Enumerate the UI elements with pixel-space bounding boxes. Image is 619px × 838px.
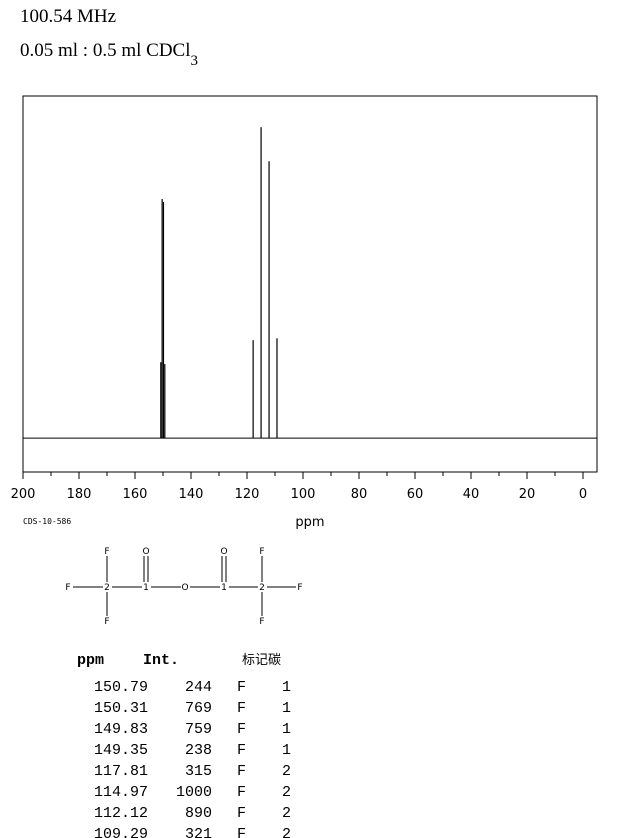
atom-label: 1 bbox=[143, 583, 149, 593]
table-element: F bbox=[237, 679, 246, 696]
table-carbon: 2 bbox=[282, 826, 291, 838]
table-element: F bbox=[237, 763, 246, 780]
x-tick-label: 0 bbox=[579, 487, 587, 502]
atom-label: O bbox=[142, 547, 149, 557]
atom-label: F bbox=[259, 617, 264, 627]
x-tick-label: 160 bbox=[123, 487, 148, 502]
x-tick-label: 40 bbox=[463, 487, 480, 502]
table-ppm: 149.35 bbox=[94, 742, 148, 759]
table-element: F bbox=[237, 805, 246, 822]
table-ppm: 150.31 bbox=[94, 700, 148, 717]
table-carbon: 1 bbox=[282, 679, 291, 696]
atom-label: F bbox=[259, 547, 264, 557]
table-header: ppm bbox=[77, 652, 104, 669]
atom-label: O bbox=[181, 583, 188, 593]
table-intensity: 244 bbox=[185, 679, 212, 696]
x-axis-label: ppm bbox=[295, 515, 324, 530]
table-carbon: 2 bbox=[282, 763, 291, 780]
structure-bonds bbox=[73, 556, 296, 616]
atom-label: 2 bbox=[104, 583, 110, 593]
code: CDS-10-586 bbox=[23, 517, 71, 526]
table-element: F bbox=[237, 721, 246, 738]
atom-label: F bbox=[104, 617, 109, 627]
table-carbon: 1 bbox=[282, 721, 291, 738]
x-tick-label: 180 bbox=[67, 487, 92, 502]
table-intensity: 315 bbox=[185, 763, 212, 780]
table-element: F bbox=[237, 826, 246, 838]
table-element: F bbox=[237, 742, 246, 759]
atom-label: 1 bbox=[221, 583, 227, 593]
table-ppm: 109.29 bbox=[94, 826, 148, 838]
table-carbon: 2 bbox=[282, 805, 291, 822]
x-tick-label: 140 bbox=[179, 487, 204, 502]
atom-label: 2 bbox=[259, 583, 265, 593]
solvent: 0.05 ml : 0.5 ml CDCl3 bbox=[20, 40, 198, 69]
table-intensity: 890 bbox=[185, 805, 212, 822]
frequency: 100.54 MHz bbox=[20, 6, 116, 27]
x-tick-label: 80 bbox=[351, 487, 368, 502]
plot-frame bbox=[22, 95, 598, 473]
table-intensity: 1000 bbox=[176, 784, 212, 801]
x-tick-label: 60 bbox=[407, 487, 424, 502]
table-intensity: 769 bbox=[185, 700, 212, 717]
table-ppm: 114.97 bbox=[94, 784, 148, 801]
x-tick-label: 100 bbox=[291, 487, 316, 502]
table-header: 标记碳 bbox=[242, 653, 281, 668]
atom-label: F bbox=[65, 583, 70, 593]
atom-label: F bbox=[297, 583, 302, 593]
table-carbon: 1 bbox=[282, 700, 291, 717]
solvent-subscript: 3 bbox=[191, 53, 199, 69]
x-tick-label: 120 bbox=[235, 487, 260, 502]
table-ppm: 117.81 bbox=[94, 763, 148, 780]
table-ppm: 149.83 bbox=[94, 721, 148, 738]
table-element: F bbox=[237, 784, 246, 801]
table-element: F bbox=[237, 700, 246, 717]
table-intensity: 238 bbox=[185, 742, 212, 759]
table-intensity: 321 bbox=[185, 826, 212, 838]
table-intensity: 759 bbox=[185, 721, 212, 738]
table-carbon: 2 bbox=[282, 784, 291, 801]
table-header: Int. bbox=[143, 652, 179, 669]
table-carbon: 1 bbox=[282, 742, 291, 759]
atom-label: O bbox=[220, 547, 227, 557]
x-tick-label: 20 bbox=[519, 487, 536, 502]
atom-label: F bbox=[104, 547, 109, 557]
solvent-text: 0.05 ml : 0.5 ml CDCl bbox=[20, 40, 191, 61]
table-ppm: 150.79 bbox=[94, 679, 148, 696]
table-ppm: 112.12 bbox=[94, 805, 148, 822]
x-tick-label: 200 bbox=[11, 487, 36, 502]
